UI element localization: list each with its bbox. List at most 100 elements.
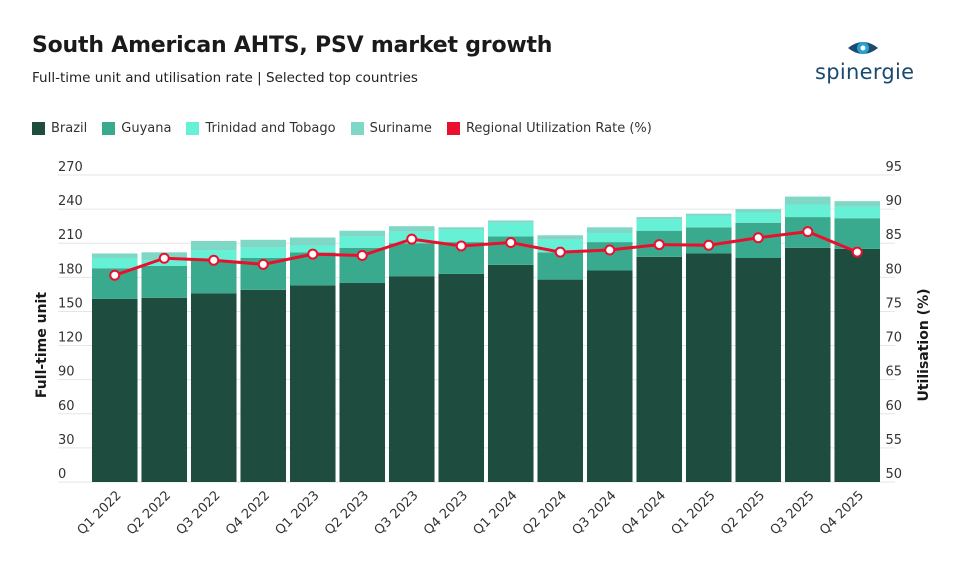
utilization-point-q3-2025 <box>802 226 814 238</box>
bar-suriname-q3-2025 <box>784 196 831 205</box>
bar-brazil-q4-2024 <box>636 256 683 482</box>
bar-trinidad-and-tobago-q3-2025 <box>784 204 831 218</box>
x-axis-tick-label: Q3 2023 <box>372 488 422 538</box>
bar-suriname-q1-2022 <box>91 253 138 259</box>
bar-guyana-q2-2022 <box>141 265 188 298</box>
bar-suriname-q2-2024 <box>537 235 584 240</box>
left-axis-tick-label: 30 <box>58 433 75 448</box>
right-axis-tick-label: 95 <box>885 160 902 175</box>
legend-label-guyana: Guyana <box>121 121 172 136</box>
bar-trinidad-and-tobago-q4-2023 <box>438 229 485 243</box>
bar-trinidad-and-tobago-q1-2025 <box>685 215 732 228</box>
chart-bars <box>91 196 881 482</box>
x-axis-tick-label: Q3 2025 <box>768 488 818 538</box>
bar-suriname-q2-2023 <box>339 230 386 237</box>
utilization-point-q4-2022 <box>257 258 269 270</box>
utilization-point-q4-2023 <box>455 240 467 252</box>
bar-brazil-q4-2022 <box>240 289 287 482</box>
x-axis-tick-label: Q4 2022 <box>223 488 273 538</box>
x-axis-tick-label: Q4 2024 <box>619 488 669 538</box>
left-axis-tick-label: 90 <box>58 365 75 380</box>
legend-label-suriname: Suriname <box>369 121 432 136</box>
utilization-point-q3-2022 <box>208 254 220 266</box>
right-axis-tick-label: 55 <box>885 433 902 448</box>
x-axis-tick-label: Q2 2025 <box>718 488 768 538</box>
x-axis-tick-label: Q2 2022 <box>124 488 174 538</box>
left-axis-title: Full-time unit <box>34 292 50 398</box>
left-axis-tick-label: 0 <box>58 467 66 482</box>
bar-brazil-q3-2024 <box>586 270 633 482</box>
utilization-point-q1-2022 <box>109 269 121 281</box>
bar-trinidad-and-tobago-q4-2025 <box>834 206 881 219</box>
left-axis-tick-label: 150 <box>58 296 83 311</box>
utilization-point-q2-2024 <box>554 246 566 258</box>
legend-item-trinidad: Trinidad and Tobago <box>186 121 336 136</box>
bar-brazil-q2-2025 <box>735 258 782 482</box>
chart-subtitle: Full-time unit and utilisation rate | Se… <box>32 70 418 86</box>
x-axis-tick-label: Q2 2023 <box>322 488 372 538</box>
bar-trinidad-and-tobago-q3-2024 <box>586 232 633 243</box>
legend-swatch-utilization <box>446 122 460 135</box>
spinergie-logo-mark-icon <box>848 42 878 54</box>
bar-brazil-q2-2024 <box>537 279 584 482</box>
x-axis-tick-label: Q1 2022 <box>75 488 125 538</box>
utilization-point-q1-2025 <box>703 239 715 251</box>
legend-swatch-suriname <box>350 122 364 135</box>
right-axis-tick-label: 70 <box>885 331 902 346</box>
bar-trinidad-and-tobago-q4-2024 <box>636 219 683 231</box>
chart-title: South American AHTS, PSV market growth <box>32 33 553 58</box>
chart-legend: Brazil Guyana Trinidad and Tobago Surina… <box>32 121 667 136</box>
right-axis-title: Utilisation (%) <box>916 288 932 401</box>
bar-brazil-q1-2025 <box>685 253 732 482</box>
x-axis-ticks: Q1 2022 Q2 2022 Q3 2022 Q4 2022 Q1 2023 Q2 20… <box>75 488 868 538</box>
x-axis-tick-label: Q2 2024 <box>520 488 570 538</box>
x-axis-tick-label: Q1 2025 <box>669 488 719 538</box>
left-axis-ticks: 0 30 60 90 120 150 180 210 240 270 <box>58 160 83 482</box>
legend-swatch-trinidad <box>186 122 200 135</box>
bar-trinidad-and-tobago-q2-2025 <box>735 212 782 223</box>
bar-brazil-q4-2023 <box>438 273 485 482</box>
right-axis-tick-label: 65 <box>885 365 902 380</box>
bar-trinidad-and-tobago-q4-2022 <box>240 247 287 259</box>
bar-brazil-q3-2025 <box>784 247 831 482</box>
bar-guyana-q3-2023 <box>388 243 435 277</box>
utilization-point-q2-2022 <box>158 252 170 264</box>
legend-swatch-guyana <box>102 122 116 135</box>
legend-label-utilization: Regional Utilization Rate (%) <box>465 121 652 136</box>
right-axis-ticks: 50 55 60 65 70 75 80 85 90 95 <box>885 160 902 482</box>
left-axis-tick-label: 240 <box>58 194 83 209</box>
bar-brazil-q1-2024 <box>487 264 534 482</box>
right-axis-tick-label: 90 <box>885 194 902 209</box>
spinergie-logo: spinergie <box>815 36 915 86</box>
right-axis-tick-label: 50 <box>885 467 902 482</box>
bar-brazil-q1-2023 <box>289 285 336 482</box>
utilization-point-q3-2024 <box>604 244 616 256</box>
legend-item-brazil: Brazil <box>32 121 87 136</box>
left-axis-tick-label: 60 <box>58 399 75 414</box>
bar-suriname-q4-2024 <box>636 217 683 220</box>
bar-brazil-q4-2025 <box>834 248 881 482</box>
legend-item-utilization: Regional Utilization Rate (%) <box>446 121 652 136</box>
bar-brazil-q2-2023 <box>339 283 386 482</box>
left-axis-tick-label: 180 <box>58 262 83 277</box>
legend-item-suriname: Suriname <box>350 121 432 136</box>
spinergie-logo-text: spinergie <box>815 60 915 84</box>
utilization-line <box>109 226 863 281</box>
bar-suriname-q3-2023 <box>388 226 435 232</box>
left-axis-tick-label: 120 <box>58 331 83 346</box>
legend-item-guyana: Guyana <box>102 121 171 136</box>
x-axis-tick-label: Q1 2024 <box>471 488 521 538</box>
legend-label-brazil: Brazil <box>51 121 88 136</box>
bar-brazil-q3-2022 <box>190 293 237 482</box>
right-axis-tick-label: 75 <box>885 296 902 311</box>
bar-brazil-q3-2023 <box>388 276 435 482</box>
bar-suriname-q4-2023 <box>438 227 485 230</box>
utilization-point-q4-2024 <box>653 239 665 251</box>
bar-suriname-q2-2025 <box>735 209 782 213</box>
utilization-point-q3-2023 <box>406 233 418 245</box>
right-axis-tick-label: 80 <box>885 262 902 277</box>
left-axis-tick-label: 270 <box>58 160 83 175</box>
legend-swatch-brazil <box>32 122 45 135</box>
bar-brazil-q2-2022 <box>141 297 188 482</box>
